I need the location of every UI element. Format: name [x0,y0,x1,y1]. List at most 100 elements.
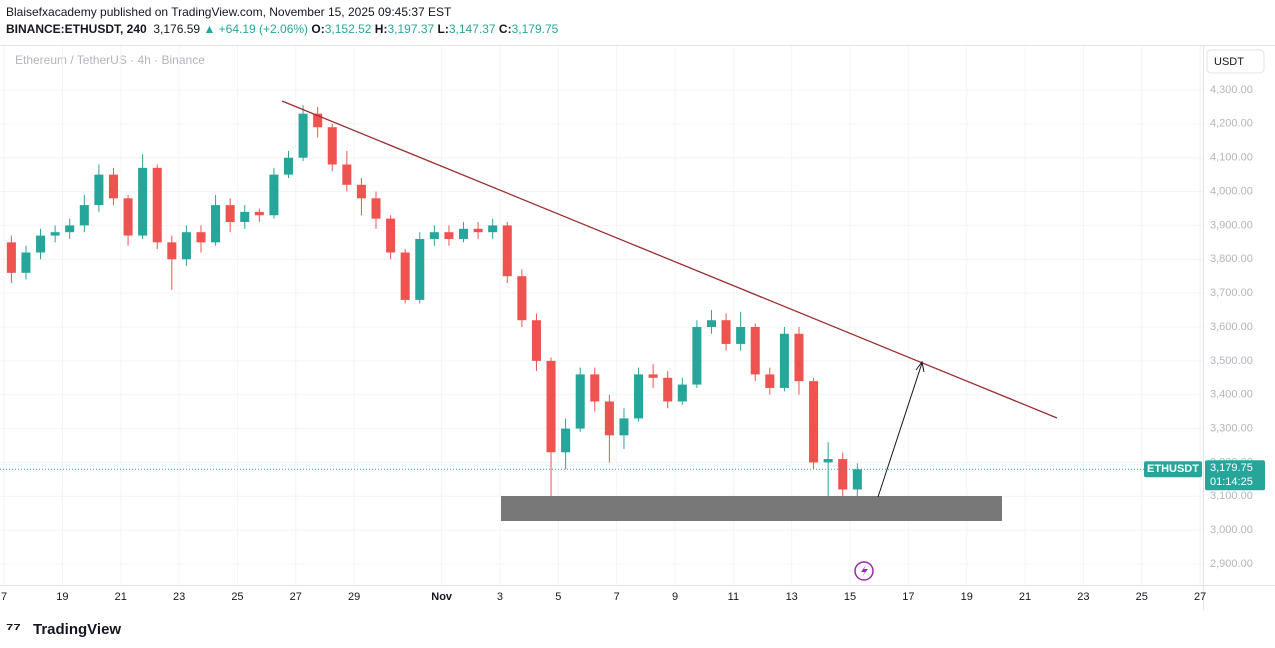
candle-body [342,164,352,185]
y-tick-label: 4,100.00 [1210,152,1253,164]
candle-body [50,232,60,236]
candle-body [677,384,687,402]
ohlc: O:3,152.52 H:3,197.37 L:3,147.37 C:3,179… [311,22,558,36]
y-tick-label: 2,900.00 [1210,558,1253,570]
candle-body [400,252,410,300]
candle-body [313,113,323,128]
candle-body [283,157,294,175]
x-tick-label: 17 [902,591,914,603]
x-tick-label: 11 [728,591,739,603]
candle-body [356,184,366,199]
candle-body [152,167,162,243]
candle-body [138,167,148,236]
candle-body [604,401,614,436]
candle-body [254,211,264,216]
candle-body [327,127,337,165]
currency-box[interactable] [1206,49,1265,74]
x-tick-label: 19 [56,591,68,603]
candle-body [21,252,31,273]
x-tick-label: 21 [115,591,127,603]
x-tick-label: 7 [614,591,620,603]
candle-body [706,320,716,327]
price-tag [1205,460,1265,491]
x-tick-label: 7 [1,591,7,603]
x-tick-label: 3 [497,591,503,603]
event-icon[interactable] [854,561,874,581]
candle-body [386,218,396,253]
x-tick-label: 9 [672,591,678,603]
x-tick-label: 13 [786,591,798,603]
candle-body [444,232,454,239]
countdown: 01:14:25 [1210,476,1253,488]
x-tick-label: 5 [555,591,561,603]
y-tick-label: 3,100.00 [1210,490,1253,502]
arrow-head [915,360,925,373]
price-tag-label: 3,179.75 [1210,462,1253,474]
x-tick-label: 19 [961,591,973,603]
symbol-tag [1144,461,1202,478]
y-tick-label: 3,500.00 [1210,355,1253,367]
publisher-line: Blaisefxacademy published on TradingView… [6,5,452,19]
candle-body [415,238,425,300]
candle-body [6,242,16,273]
candle-body [108,174,118,199]
candle-body [721,320,731,344]
symbol-line: BINANCE:ETHUSDT, 240 3,176.59 ▲ +64.19 (… [6,21,558,38]
x-tick-label: 25 [1136,591,1148,603]
candle-body [779,333,789,388]
bolt [861,565,868,577]
candle-body [575,374,585,429]
candle-body [517,276,527,321]
candle-body [65,225,75,233]
ohlc-key: C: [498,22,512,36]
candle-body [765,374,775,388]
y-tick-label: 3,300.00 [1210,422,1253,434]
ohlc-value: 3,197.37 [387,22,435,36]
y-tick-label: 3,700.00 [1210,287,1253,299]
symbol-tag-label: ETHUSDT [1147,463,1199,475]
x-tick-label: 23 [1077,591,1089,603]
symbol: BINANCE:ETHUSDT, 240 [6,22,147,36]
x-tick-label: 15 [844,591,856,603]
x-tick-label: Nov [431,591,453,603]
x-tick-label: 27 [1194,591,1206,603]
trendline [281,100,1058,419]
projection-arrow [877,362,923,498]
ohlc-value: 3,152.52 [324,22,372,36]
currency: USDT [1214,56,1244,68]
header: Blaisefxacademy published on TradingView… [6,4,558,38]
brand: TradingView [33,621,121,638]
support-zone [501,496,1002,521]
candle-body [196,232,206,243]
candle-body [838,459,848,490]
candle-body [809,381,819,463]
y-tick-label: 3,400.00 [1210,389,1253,401]
candle-body [736,326,746,344]
ohlc-key: L: [437,22,449,36]
candle-body [823,459,833,463]
candle-body [794,333,804,382]
candle-body [502,225,512,277]
candle-body [240,211,250,223]
y-tick-label: 3,900.00 [1210,219,1253,231]
x-tick-label: 29 [348,591,360,603]
y-tick-label: 4,200.00 [1210,118,1253,130]
x-tick-label: 23 [173,591,185,603]
candle-body [590,374,600,402]
y-tick-label: 3,200.00 [1210,456,1253,468]
x-tick-label: 21 [1019,591,1031,603]
candle-body [167,242,177,260]
ohlc-key: O: [311,22,325,36]
candle-body [488,225,498,233]
candle-body [634,374,644,419]
candle-body [36,235,46,253]
y-tick-label: 4,300.00 [1210,84,1253,96]
candle-body [459,228,469,239]
candle-body [79,205,89,226]
candle-body [663,377,673,402]
logo-mark: ⁷⁷ [6,619,21,639]
change: ▲ +64.19 (+2.06%) [203,22,309,36]
y-tick-label: 3,600.00 [1210,321,1253,333]
candle-body [429,232,439,239]
